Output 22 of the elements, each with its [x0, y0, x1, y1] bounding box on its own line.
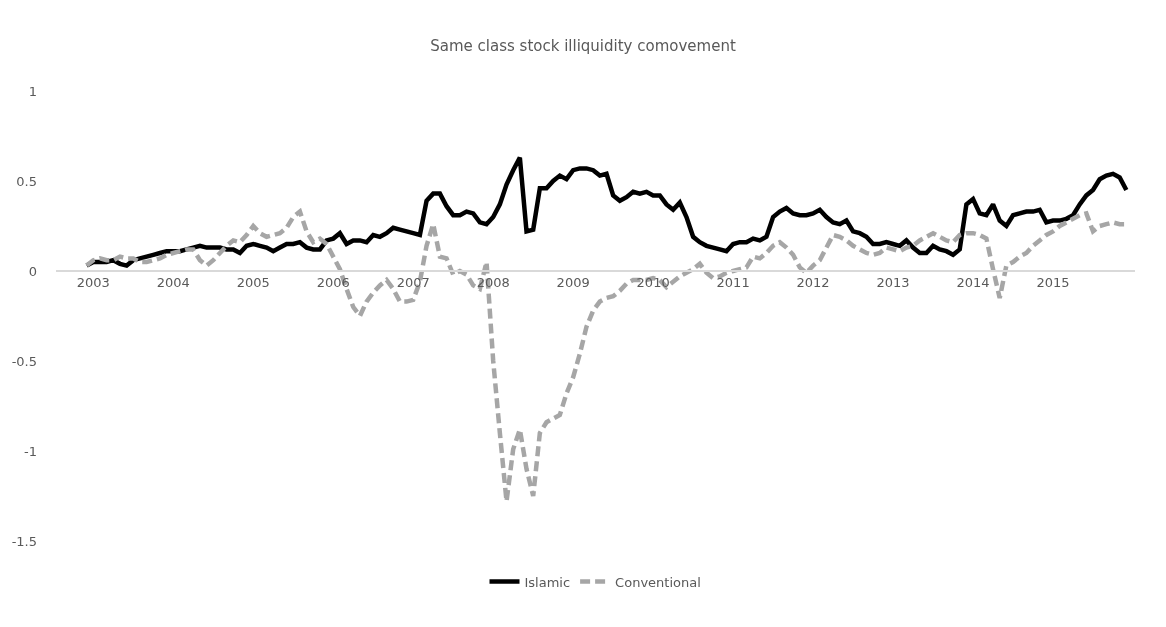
chart-title: Same class stock illiquidity comovement	[430, 37, 736, 56]
x-tick-label: 2003	[76, 275, 110, 291]
y-tick-label: -1.5	[11, 533, 37, 549]
x-tick-label: 2008	[476, 275, 510, 291]
x-tick-label: 2012	[796, 275, 830, 291]
x-tick-label: 2010	[636, 275, 670, 291]
x-tick-label: 2015	[1036, 275, 1070, 291]
x-tick-label: 2009	[556, 275, 590, 291]
y-tick-label: 1	[28, 83, 37, 99]
legend-label: Conventional	[615, 574, 701, 590]
x-tick-label: 2014	[956, 275, 990, 291]
x-tick-label: 2011	[716, 275, 750, 291]
y-tick-label: 0.5	[16, 173, 37, 189]
y-tick-label: 0	[28, 263, 37, 279]
x-tick-label: 2006	[316, 275, 350, 291]
x-tick-label: 2007	[396, 275, 430, 291]
y-tick-label: -1	[24, 443, 37, 459]
y-tick-label: -0.5	[11, 353, 37, 369]
x-tick-label: 2004	[156, 275, 190, 291]
legend-label: Islamic	[524, 574, 571, 590]
x-tick-label: 2005	[236, 275, 270, 291]
x-tick-label: 2013	[876, 275, 910, 291]
